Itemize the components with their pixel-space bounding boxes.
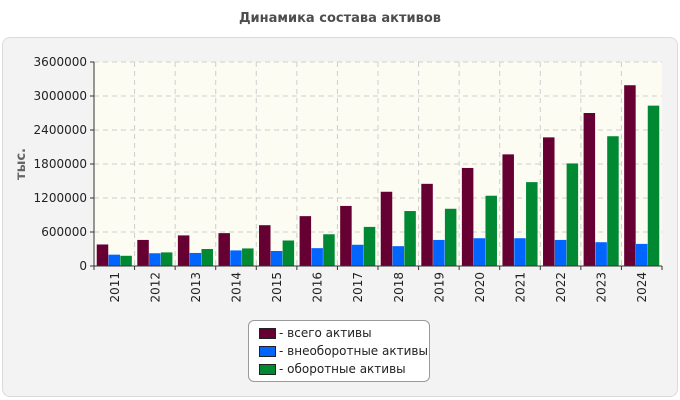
bar-current-2013 xyxy=(201,249,213,266)
x-tick-label: 2021 xyxy=(514,272,528,303)
bar-noncurrent-2011 xyxy=(108,254,121,266)
bar-total-2019 xyxy=(421,183,433,266)
x-tick-label: 2012 xyxy=(148,272,162,303)
bar-noncurrent-2024 xyxy=(635,243,648,266)
legend-item-noncurrent-assets: - внеоборотные активы xyxy=(259,342,429,360)
x-tick-label: 2024 xyxy=(635,272,649,303)
bar-noncurrent-2014 xyxy=(230,250,242,266)
bar-noncurrent-2021 xyxy=(514,238,526,266)
y-tick-label: 600000 xyxy=(41,225,87,239)
chart-legend: - всего активы - внеоборотные активы - о… xyxy=(248,320,430,382)
legend-swatch-total-assets xyxy=(259,327,276,339)
bar-total-2012 xyxy=(137,239,149,266)
y-tick-label: 2400000 xyxy=(34,123,87,137)
bar-noncurrent-2012 xyxy=(149,253,161,266)
bar-total-2015 xyxy=(259,225,271,266)
bar-noncurrent-2018 xyxy=(392,246,405,266)
bar-total-2018 xyxy=(380,191,393,266)
bar-total-2020 xyxy=(461,167,474,266)
legend-swatch-current-assets xyxy=(259,363,276,375)
bar-noncurrent-2020 xyxy=(473,238,486,266)
y-tick-label: 1200000 xyxy=(34,191,87,205)
y-axis-label: тыс. xyxy=(14,148,29,180)
legend-item-current-assets: - оборотные активы xyxy=(259,360,429,378)
bar-current-2014 xyxy=(242,248,254,266)
bar-total-2017 xyxy=(340,205,352,266)
bar-current-2020 xyxy=(485,195,497,266)
x-tick-label: 2023 xyxy=(595,272,609,303)
bar-noncurrent-2016 xyxy=(311,248,323,266)
x-tick-label: 2019 xyxy=(432,272,446,303)
bar-current-2018 xyxy=(404,211,416,266)
bar-current-2019 xyxy=(444,208,457,266)
bar-total-2022 xyxy=(543,137,555,266)
x-tick-label: 2018 xyxy=(392,272,406,303)
bar-total-2021 xyxy=(502,154,514,266)
bar-current-2017 xyxy=(363,226,376,266)
x-tick-label: 2022 xyxy=(554,272,568,303)
legend-label-noncurrent-assets: - внеоборотные активы xyxy=(279,344,428,358)
bar-current-2016 xyxy=(323,234,335,266)
x-tick-label: 2017 xyxy=(351,272,365,303)
bar-total-2014 xyxy=(218,233,230,266)
bar-total-2013 xyxy=(177,235,190,266)
x-tick-label: 2015 xyxy=(270,272,284,303)
chart-title: Динамика состава активов xyxy=(238,11,442,26)
y-tick-label: 1800000 xyxy=(34,157,87,171)
bar-current-2015 xyxy=(282,240,295,266)
bar-noncurrent-2019 xyxy=(433,239,445,266)
y-tick-label: 3600000 xyxy=(34,55,87,69)
legend-label-current-assets: - оборотные активы xyxy=(279,362,406,376)
bar-current-2022 xyxy=(566,163,579,266)
bar-noncurrent-2017 xyxy=(351,244,364,266)
legend-item-total-assets: - всего активы xyxy=(259,324,429,342)
x-tick-label: 2016 xyxy=(311,272,325,303)
x-tick-label: 2013 xyxy=(189,272,203,303)
bar-current-2012 xyxy=(160,252,173,266)
bar-current-2021 xyxy=(526,182,538,266)
bar-current-2024 xyxy=(647,105,660,266)
x-tick-label: 2011 xyxy=(108,272,122,303)
bar-noncurrent-2023 xyxy=(595,242,607,266)
y-tick-label: 0 xyxy=(79,259,87,273)
x-tick-label: 2020 xyxy=(473,272,487,303)
bar-current-2023 xyxy=(607,136,619,266)
x-tick-label: 2014 xyxy=(230,272,244,303)
bar-total-2023 xyxy=(583,113,596,266)
bar-noncurrent-2022 xyxy=(554,239,567,266)
bar-total-2024 xyxy=(624,85,636,266)
legend-swatch-noncurrent-assets xyxy=(259,345,276,357)
bar-noncurrent-2013 xyxy=(189,252,202,266)
bar-total-2016 xyxy=(299,216,312,266)
bar-total-2011 xyxy=(96,244,109,266)
bar-noncurrent-2015 xyxy=(270,250,283,266)
legend-label-total-assets: - всего активы xyxy=(279,326,372,340)
y-tick-label: 3000000 xyxy=(34,89,87,103)
bar-current-2011 xyxy=(120,255,132,266)
